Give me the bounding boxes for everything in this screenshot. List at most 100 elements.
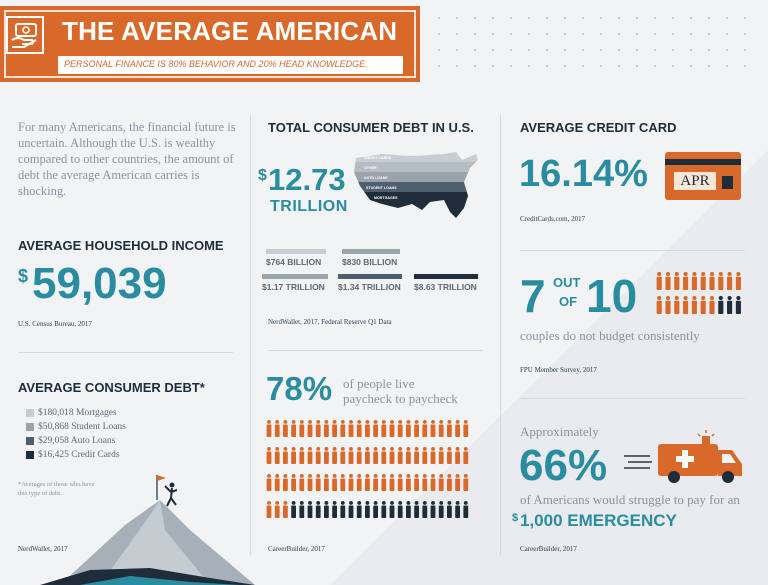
paycheck-source: CareerBuilder, 2017 (268, 545, 325, 553)
debt-bar (262, 274, 328, 279)
person-icon (438, 420, 444, 437)
person-icon (332, 474, 337, 491)
person-icon (406, 474, 411, 491)
credit-card-heading: AVERAGE CREDIT CARD (520, 120, 677, 135)
person-icon (365, 447, 370, 464)
total-debt-value: 12.73 (268, 162, 346, 197)
person-icon (274, 420, 280, 437)
person-icon (348, 474, 354, 491)
total-debt-dollar: $ (258, 167, 267, 184)
person-icon (463, 474, 469, 491)
budget-text: couples do not budget consistently (520, 328, 700, 343)
person-icon (709, 272, 715, 290)
legend-swatch (26, 437, 34, 445)
banner-border (4, 10, 416, 78)
person-icon (674, 296, 680, 314)
person-icon (735, 296, 741, 314)
card-chip (722, 176, 733, 189)
paycheck-text: of people live paycheck to paycheck (343, 376, 458, 406)
person-icon (683, 296, 689, 314)
legend-swatch (26, 451, 34, 459)
paycheck-text-line1: of people live (343, 376, 415, 391)
person-icon (700, 272, 706, 290)
legend-label: $29,058 Auto Loans (38, 436, 116, 446)
column-divider-right (500, 115, 501, 555)
page-title: THE AVERAGE AMERICAN (62, 16, 398, 46)
person-icon (315, 447, 321, 464)
person-icon (691, 272, 697, 290)
person-icon (438, 447, 444, 464)
person-icon (291, 474, 296, 491)
person-icon (315, 420, 321, 437)
person-icon (430, 447, 436, 464)
person-icon (463, 447, 469, 464)
emergency-text: of Americans would struggle to pay for a… (520, 492, 740, 507)
budget-big-left: 7 (520, 270, 546, 322)
total-debt-unit: TRILLION (270, 198, 348, 215)
debt-bar (414, 274, 478, 279)
emergency-prefix: Approximately (520, 424, 599, 439)
person-icon (283, 447, 288, 464)
person-icon (348, 420, 354, 437)
person-icon (381, 501, 387, 518)
intro-text: For many Americans, the financial future… (18, 120, 236, 198)
person-icon (656, 272, 662, 290)
person-icon (373, 474, 378, 491)
credit-card-source: CreditCards.com, 2017 (520, 215, 586, 223)
page-subtitle: PERSONAL FINANCE IS 80% BEHAVIOR AND 20%… (64, 59, 368, 69)
person-icon (406, 447, 411, 464)
decorative-dots (430, 10, 760, 80)
column-divider-left (250, 115, 251, 555)
person-icon (438, 474, 444, 491)
person-icon (414, 447, 419, 464)
person-icon (356, 447, 362, 464)
person-icon (365, 420, 370, 437)
person-icon (397, 420, 403, 437)
map-label: STUDENT LOANS (366, 186, 397, 190)
person-icon (665, 272, 671, 290)
person-icon (455, 501, 460, 518)
person-icon (283, 474, 288, 491)
person-icon (332, 420, 337, 437)
household-income-value: 59,039 (32, 259, 167, 308)
person-icon (718, 272, 724, 290)
map-label: AUTO LOANS (364, 176, 388, 180)
household-income-source: U.S. Census Bureau, 2017 (18, 320, 92, 328)
person-icon (356, 420, 362, 437)
budget-out: OUT (553, 275, 581, 290)
person-icon (373, 420, 378, 437)
person-icon (274, 474, 280, 491)
budget-source: FPU Member Survey, 2017 (520, 366, 597, 374)
map-label: CREDIT CARDS (364, 156, 392, 160)
person-icon (291, 420, 296, 437)
credit-card-value: 16.14% (519, 153, 648, 195)
person-icon (274, 501, 280, 518)
person-icon (356, 474, 362, 491)
person-icon (307, 474, 313, 491)
person-icon (389, 447, 395, 464)
person-icon (389, 501, 395, 518)
card-stripe (665, 159, 741, 165)
debt-bar (338, 274, 402, 279)
person-icon (691, 296, 697, 314)
person-icon (455, 447, 460, 464)
header-banner: THE AVERAGE AMERICAN PERSONAL FINANCE IS… (0, 6, 420, 82)
section-divider (18, 352, 233, 353)
person-icon (266, 420, 272, 437)
paycheck-people-grid (266, 420, 469, 518)
legend-label: $16,425 Credit Cards (38, 450, 120, 460)
debt-bar-item: $1.17 TRILLION (262, 274, 328, 292)
person-icon (389, 420, 395, 437)
consumer-debt-note: *Averages of those who have this type of… (18, 481, 95, 497)
consumer-debt-source: NerdWallet, 2017 (18, 545, 68, 553)
debt-bar-item: $830 BILLION (342, 249, 400, 267)
person-icon (340, 501, 346, 518)
person-icon (365, 501, 370, 518)
section-divider (520, 398, 745, 399)
person-icon (307, 447, 313, 464)
person-icon (307, 501, 313, 518)
person-icon (455, 474, 460, 491)
person-icon (438, 501, 444, 518)
person-icon (414, 474, 419, 491)
legend-label: $50,868 Student Loans (38, 422, 126, 432)
